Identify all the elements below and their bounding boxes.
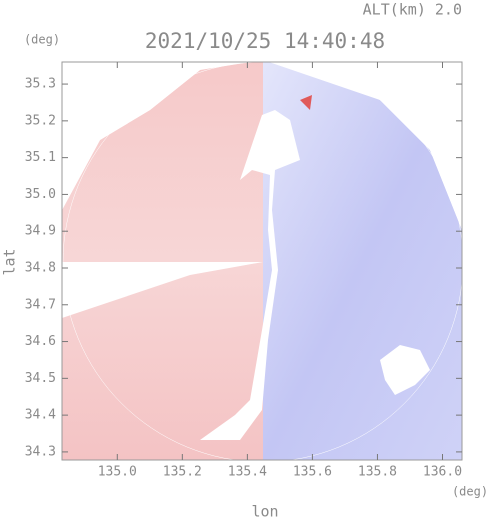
x-tick-label: 135.6	[293, 465, 332, 480]
no-echo	[62, 62, 462, 230]
y-tick-label: 34.9	[25, 224, 56, 239]
y-tick-label: 34.4	[25, 408, 56, 423]
plot-frame	[61, 61, 463, 461]
y-tick-label: 34.5	[25, 371, 56, 386]
y-tick-label: 34.3	[25, 444, 56, 459]
x-tick-label: 136.0	[423, 465, 462, 480]
x-tick-label: 135.4	[228, 465, 267, 480]
y-axis-label: lat	[1, 248, 19, 275]
y-tick-label: 35.1	[25, 150, 56, 165]
chart-title: 2021/10/25 14:40:48	[145, 29, 385, 53]
radar-image	[62, 62, 462, 460]
altitude: ALT(km) 2.0	[363, 1, 462, 19]
x-unit: (deg)	[452, 485, 488, 499]
blocked-sector	[62, 262, 263, 318]
x-tick-label: 135.0	[98, 465, 137, 480]
x-tick-label: 135.2	[163, 465, 202, 480]
approaching-area	[62, 62, 263, 460]
clutter-gap	[380, 345, 430, 395]
zero-velocity-band	[200, 110, 300, 440]
y-tick-label: 35.0	[25, 187, 56, 202]
x-tick-label: 135.8	[358, 465, 397, 480]
y-unit: (deg)	[24, 33, 60, 47]
y-tick-label: 34.8	[25, 260, 56, 275]
y-tick-label: 34.7	[25, 297, 56, 312]
y-tick-label: 35.3	[25, 77, 56, 92]
clutter	[300, 95, 312, 110]
y-tick-label: 34.6	[25, 334, 56, 349]
y-tick-label: 35.2	[25, 113, 56, 128]
x-axis-label: lon	[251, 503, 278, 521]
